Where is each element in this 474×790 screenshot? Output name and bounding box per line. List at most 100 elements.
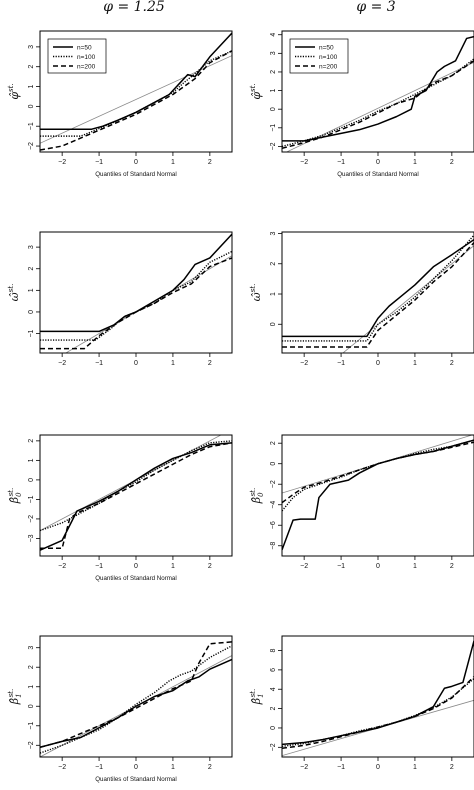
- y-tick-label: −2: [28, 741, 35, 749]
- x-tick-label: 2: [450, 360, 454, 367]
- y-tick-label: −1: [270, 124, 277, 132]
- series-line-n-200: [282, 242, 474, 348]
- y-tick-label: 0: [270, 726, 277, 730]
- y-tick-label: 2: [270, 441, 277, 445]
- y-tick-label: −6: [270, 521, 277, 529]
- legend-entry-label: n=100: [77, 54, 96, 61]
- y-tick-label: 2: [28, 439, 35, 443]
- x-tick-label: 2: [208, 563, 212, 570]
- x-tick-label: −2: [58, 159, 66, 166]
- y-tick-label: −1: [28, 722, 35, 730]
- y-axis-label-superscript: st.: [249, 284, 257, 293]
- series-line-n-100: [282, 234, 474, 342]
- y-tick-label: 8: [270, 648, 277, 652]
- plot-frame: [281, 635, 474, 758]
- y-axis-label-subscript: 0: [257, 492, 265, 497]
- y-tick-label: 0: [28, 104, 35, 108]
- x-tick-label: −2: [58, 764, 66, 771]
- series-line-n-100: [40, 645, 232, 754]
- plot-frame: [281, 231, 474, 354]
- series-line-n-200: [282, 441, 474, 504]
- x-tick-label: −2: [300, 360, 308, 367]
- y-tick-label: 0: [270, 107, 277, 111]
- series-line-n-100: [282, 678, 474, 748]
- x-tick-label: 1: [171, 159, 175, 166]
- plot-frame: [39, 231, 233, 354]
- y-tick-label: −2: [28, 515, 35, 523]
- x-tick-label: −1: [337, 360, 345, 367]
- y-tick-label: 1: [270, 89, 277, 93]
- series-line-n-50: [282, 640, 474, 746]
- series-line-n-200: [40, 442, 232, 549]
- y-tick-label: 3: [270, 231, 277, 235]
- y-tick-label: −3: [28, 534, 35, 542]
- y-axis-label: ω̂st.: [7, 284, 21, 302]
- plot-frame: [281, 434, 474, 557]
- y-tick-label: 3: [28, 45, 35, 49]
- y-tick-label: −8: [270, 542, 277, 550]
- legend-entry-label: n=100: [319, 54, 338, 61]
- y-tick-label: 2: [28, 267, 35, 271]
- series-line-n-50: [40, 233, 232, 333]
- y-tick-label: 4: [270, 33, 277, 37]
- column-title-left: φ = 1.25: [103, 0, 165, 15]
- series-line-n-200: [40, 50, 232, 151]
- x-tick-label: 0: [376, 563, 380, 570]
- y-tick-label: 2: [28, 665, 35, 669]
- plot-frame: [39, 434, 233, 557]
- y-axis-label-base: φ̂: [250, 92, 263, 100]
- y-axis-label-subscript: 0: [15, 492, 23, 497]
- series-line-n-50: [282, 238, 474, 338]
- y-axis-label-subscript: 1: [257, 693, 265, 697]
- series-line-n-200: [282, 676, 474, 750]
- series-line-n-50: [282, 35, 474, 142]
- y-axis-label-superscript: st.: [7, 689, 15, 698]
- y-axis-label-base: β̂: [250, 698, 263, 705]
- x-tick-label: −1: [337, 764, 345, 771]
- panels-group: −2 −1 0 1 2 −2 −1 0 1 2 3 Quantiles of Standard Nor…: [7, 30, 474, 783]
- x-tick-label: 0: [376, 360, 380, 367]
- x-axis-label: Quantiles of Standard Normal: [337, 171, 419, 178]
- legend-box: [47, 38, 107, 74]
- y-tick-label: −4: [270, 501, 277, 509]
- y-axis-label: β̂1st.: [249, 689, 265, 705]
- y-axis-label-base: β̂: [8, 698, 21, 705]
- y-tick-label: 0: [270, 462, 277, 466]
- x-tick-label: 2: [208, 360, 212, 367]
- legend: n=50 n=100 n=200: [289, 38, 349, 74]
- series-line-n-100: [40, 440, 232, 532]
- x-axis-label: Quantiles of Standard Normal: [95, 776, 177, 783]
- x-tick-label: 2: [450, 563, 454, 570]
- y-axis-label-superscript: st.: [7, 488, 15, 497]
- legend-entry-label: n=50: [319, 44, 334, 51]
- y-tick-label: −2: [28, 142, 35, 150]
- x-axis-label: Quantiles of Standard Normal: [95, 575, 177, 582]
- y-axis-label-superscript: st.: [249, 689, 257, 698]
- series-line-n-50: [282, 439, 474, 551]
- x-tick-label: −2: [58, 360, 66, 367]
- y-tick-label: 1: [270, 292, 277, 296]
- x-tick-label: 1: [413, 563, 417, 570]
- x-tick-label: 0: [376, 159, 380, 166]
- y-axis-label: β̂1st.: [7, 689, 23, 705]
- legend-entry-label: n=200: [319, 63, 338, 70]
- y-axis-label-superscript: st.: [7, 284, 15, 293]
- y-tick-label: −2: [270, 142, 277, 150]
- x-tick-label: 1: [413, 159, 417, 166]
- column-title-right: φ = 3: [356, 0, 395, 15]
- series-line-n-100: [282, 439, 474, 512]
- qq-panel-0-1: −2 −1 0 1 2 −2 −1 0 1 2 3 4 Quantiles of Standard No…: [249, 30, 474, 178]
- y-tick-label: 2: [28, 65, 35, 69]
- x-tick-label: −1: [95, 764, 103, 771]
- y-tick-label: 1: [28, 84, 35, 88]
- y-tick-label: −2: [270, 743, 277, 751]
- x-tick-label: 0: [134, 360, 138, 367]
- x-tick-label: 2: [450, 159, 454, 166]
- y-axis-label: φ̂st.: [7, 83, 21, 99]
- y-axis-label-base: β̂: [8, 497, 21, 504]
- y-tick-label: −1: [28, 495, 35, 503]
- qq-panel-3-0: −2 −1 0 1 2 −2 −1 0 1 2 3 Quantiles of Standard Nor…: [7, 635, 233, 783]
- x-axis-label: Quantiles of Standard Normal: [95, 171, 177, 178]
- y-axis-label-base: β̂: [250, 497, 263, 504]
